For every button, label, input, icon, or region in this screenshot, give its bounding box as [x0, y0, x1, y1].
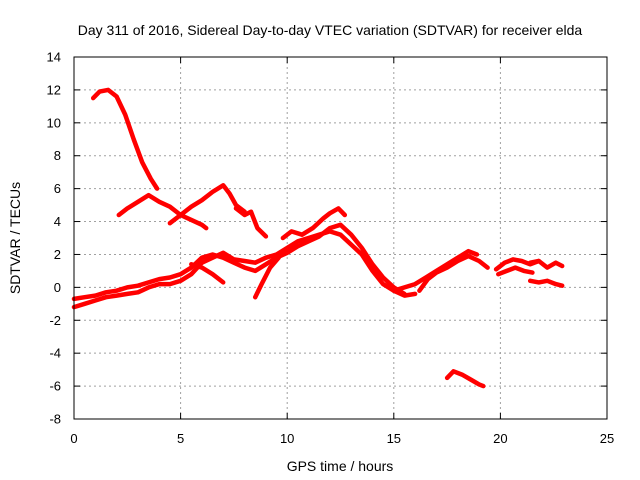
chart-title: Day 311 of 2016, Sidereal Day-to-day VTE…: [78, 22, 583, 38]
y-tick-label: 8: [54, 148, 61, 163]
series-arc-eight-nine: [252, 255, 281, 300]
series-arc-high-early: [90, 87, 160, 191]
x-tick-label: 10: [280, 431, 294, 446]
y-tick-label: 6: [54, 181, 61, 196]
y-tick-label: 14: [47, 50, 61, 65]
x-tick-label: 5: [177, 431, 184, 446]
series-baseline-b: [71, 222, 407, 302]
grid-lines: [74, 57, 607, 419]
x-tick-label: 25: [600, 431, 614, 446]
series-arc-twenty-two-b: [527, 278, 565, 288]
x-tick-label: 15: [387, 431, 401, 446]
y-tick-label: -4: [49, 346, 61, 361]
y-tick-label: -8: [49, 412, 61, 427]
y-tick-label: 0: [54, 280, 61, 295]
x-axis-title: GPS time / hours: [287, 458, 394, 474]
y-tick-label: 2: [54, 247, 61, 262]
series-arc-peak-seven: [167, 183, 247, 226]
y-tick-label: 12: [47, 82, 61, 97]
series-layer: [71, 87, 565, 389]
y-tick-label: -6: [49, 379, 61, 394]
y-axis-title: SDTVAR / TECUs: [7, 182, 23, 294]
series-arc-mid-early: [116, 192, 209, 231]
series-arc-negative: [444, 369, 486, 389]
series-arc-ten-twelve: [280, 206, 348, 241]
series-arc-dip-eight: [233, 206, 269, 239]
series-arc-twenty-two-a: [527, 258, 565, 270]
series-arc-five-to-seven: [189, 262, 226, 285]
y-tick-label: 4: [54, 214, 61, 229]
axis-ticks: [73, 56, 608, 420]
series-arc-late-rise-b: [417, 253, 490, 293]
y-tick-label: 10: [47, 115, 61, 130]
series-arc-twenty-b: [496, 265, 535, 277]
x-tick-label: 0: [70, 431, 77, 446]
series-baseline-a: [71, 229, 418, 310]
x-tick-labels: 0 5 10 15 20 25: [70, 431, 614, 446]
y-tick-label: -2: [49, 313, 61, 328]
plot-frame: [73, 56, 608, 420]
x-tick-label: 20: [493, 431, 507, 446]
y-tick-labels: -8 -6 -4 -2 0 2 4 6 8 10 12 14: [47, 50, 61, 427]
